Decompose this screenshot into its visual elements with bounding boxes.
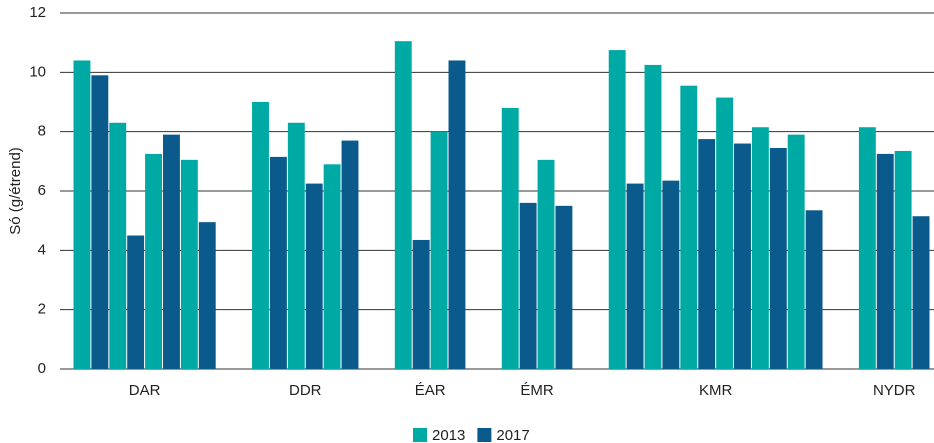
y-tick-label: 12: [29, 4, 46, 21]
x-tick-label: ÉMR: [520, 382, 554, 399]
bar: [269, 156, 287, 369]
bar: [787, 134, 805, 369]
bar: [876, 153, 894, 369]
bar: [91, 75, 109, 370]
bar: [769, 147, 787, 369]
bar: [127, 235, 145, 369]
bar: [644, 64, 662, 370]
bar: [73, 60, 91, 369]
x-tick-label: KMR: [699, 382, 733, 399]
bar: [680, 85, 698, 369]
bar: [716, 97, 734, 370]
bar: [555, 205, 573, 369]
bar: [198, 222, 216, 369]
y-axis-label: Só (g/étrend): [7, 147, 24, 235]
x-tick-label: ÉAR: [415, 382, 446, 399]
bar: [894, 150, 912, 369]
bar: [734, 143, 751, 369]
bar: [501, 107, 519, 369]
bar: [252, 102, 269, 369]
bar: [341, 140, 359, 369]
bar: [394, 41, 412, 369]
bar: [109, 122, 127, 370]
bar: [608, 50, 626, 369]
y-tick-label: 0: [38, 360, 46, 377]
bar: [698, 139, 716, 369]
legend-swatch: [477, 428, 492, 442]
bar: [662, 180, 680, 369]
bar: [430, 131, 448, 369]
bar: [751, 127, 769, 369]
y-tick-label: 10: [29, 63, 46, 80]
y-tick-label: 8: [38, 123, 46, 140]
y-tick-label: 4: [38, 241, 46, 258]
bar: [858, 127, 876, 369]
bar: [323, 164, 341, 369]
legend-swatch: [413, 428, 427, 442]
y-tick-label: 6: [38, 182, 46, 199]
bar: [412, 239, 430, 369]
bar: [305, 183, 323, 369]
bar: [145, 153, 162, 369]
bar: [519, 202, 537, 369]
x-tick-label: NYDR: [873, 382, 916, 399]
legend-label: 2013: [432, 427, 465, 443]
bar: [287, 122, 305, 370]
legend-label: 2017: [496, 427, 529, 443]
x-tick-label: DDR: [289, 382, 322, 399]
bar: [805, 210, 823, 369]
bar: [537, 159, 555, 369]
bar: [912, 216, 930, 369]
bar: [448, 60, 466, 369]
y-tick-label: 2: [38, 301, 46, 318]
bar: [626, 183, 644, 369]
x-tick-label: DAR: [129, 382, 161, 399]
bar: [180, 159, 198, 369]
bar: [163, 134, 180, 369]
